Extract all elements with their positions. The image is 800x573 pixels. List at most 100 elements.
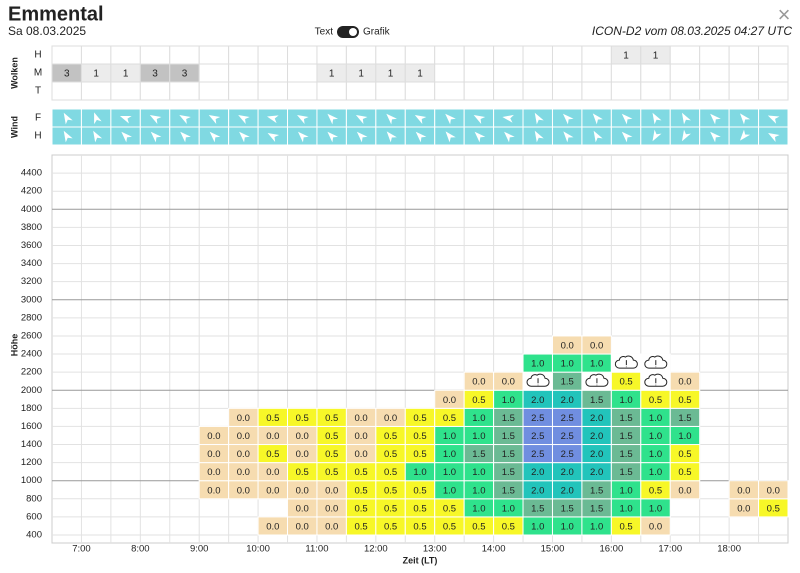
wind-label: Wind xyxy=(9,116,19,138)
heat-value: 1.0 xyxy=(649,503,662,514)
cloud-icon xyxy=(526,373,550,387)
heat-value: 0.5 xyxy=(649,395,662,406)
x-tick-label: 7:00 xyxy=(72,544,91,555)
heat-value: 2.0 xyxy=(531,485,544,496)
heat-value: 2.5 xyxy=(561,413,574,424)
heat-value: 1.5 xyxy=(502,485,515,496)
heat-value: 0.5 xyxy=(619,377,632,388)
heat-value: 1.0 xyxy=(472,467,485,478)
cloud-cell xyxy=(581,45,612,65)
heat-value: 0.0 xyxy=(207,449,220,460)
wind-arrow xyxy=(386,113,397,125)
heat-value: 0.0 xyxy=(590,341,603,352)
wind-arrow xyxy=(534,130,544,143)
wind-arrow xyxy=(739,129,751,141)
cloud-cell xyxy=(316,81,347,101)
heat-value: 0.0 xyxy=(296,503,309,514)
heat-cell xyxy=(758,480,789,500)
heat-value: 0.0 xyxy=(325,485,338,496)
wind-arrow xyxy=(63,112,73,125)
heat-value: 0.5 xyxy=(649,485,662,496)
plot-frame xyxy=(51,154,789,544)
x-tick-label: 18:00 xyxy=(717,544,741,555)
wind-arrow xyxy=(297,115,309,124)
y-tick-label: 3200 xyxy=(21,276,42,287)
cloud-cell xyxy=(728,63,760,83)
close-button[interactable]: × xyxy=(778,2,791,27)
heat-value: 0.0 xyxy=(237,413,250,424)
heat-value: 1.0 xyxy=(590,521,603,532)
heat-value: 0.5 xyxy=(443,503,456,514)
wind-arrow xyxy=(179,115,191,124)
cloud-cell xyxy=(51,81,82,101)
cloud-cell xyxy=(493,81,524,101)
y-tick-label: 1600 xyxy=(21,421,42,432)
heat-value: 0.5 xyxy=(443,413,456,424)
y-tick-label: 1400 xyxy=(21,439,42,450)
cloud-cell xyxy=(110,81,141,101)
y-tick-label: 3800 xyxy=(21,222,42,233)
cloud-cell xyxy=(228,63,259,83)
x-tick-label: 8:00 xyxy=(131,544,150,555)
heat-value: 2.5 xyxy=(531,431,544,442)
y-tick-label: 2600 xyxy=(21,330,42,341)
cloud-row-label: H xyxy=(34,50,41,61)
wind-arrow xyxy=(238,115,250,124)
heat-value: 0.0 xyxy=(237,449,250,460)
x-tick-label: 10:00 xyxy=(246,544,270,555)
heat-value: 1.0 xyxy=(678,431,691,442)
heat-value: 0.5 xyxy=(678,449,691,460)
y-tick-label: 3600 xyxy=(21,240,42,251)
height-label: Höhe xyxy=(9,334,19,357)
heat-value: 2.0 xyxy=(561,485,574,496)
wind-arrow xyxy=(180,131,191,143)
wind-arrow xyxy=(710,131,721,143)
heat-value: 0.5 xyxy=(325,431,338,442)
cloud-value: 1 xyxy=(358,69,364,80)
heat-value: 1.0 xyxy=(472,503,485,514)
cloud-cell xyxy=(287,63,318,83)
wind-arrow xyxy=(94,112,102,125)
heat-value: 0.0 xyxy=(355,449,368,460)
date: Sa 08.03.2025 xyxy=(8,24,86,38)
cloud-cell xyxy=(80,81,112,101)
heat-value: 0.0 xyxy=(296,521,309,532)
heat-value: 1.0 xyxy=(649,449,662,460)
wind-arrow xyxy=(415,131,427,143)
heat-value: 1.0 xyxy=(590,359,603,370)
heat-value: 2.5 xyxy=(531,449,544,460)
heat-value: 1.0 xyxy=(619,485,632,496)
cloud-cell xyxy=(551,81,583,101)
cloud-cell xyxy=(522,45,553,65)
heat-value: 1.0 xyxy=(443,485,456,496)
heat-value: 0.5 xyxy=(296,413,309,424)
cloud-cell xyxy=(728,81,760,101)
cloud-cell xyxy=(522,63,553,83)
heat-value: 0.0 xyxy=(355,431,368,442)
wind-arrow xyxy=(739,113,751,125)
heat-value: 0.5 xyxy=(384,521,397,532)
toggle-grafik[interactable]: Grafik xyxy=(363,27,391,38)
cloud-cell xyxy=(551,45,583,65)
heat-value: 1.5 xyxy=(619,413,632,424)
heat-value: 1.5 xyxy=(619,431,632,442)
cloud-cell xyxy=(375,45,406,65)
wind-arrow xyxy=(327,113,339,125)
heat-value: 1.5 xyxy=(502,413,515,424)
heat-value: 0.0 xyxy=(237,431,250,442)
cloud-value: 1 xyxy=(329,69,335,80)
heat-value: 1.0 xyxy=(472,413,485,424)
wind-arrow xyxy=(267,133,280,142)
toggle-text[interactable]: Text xyxy=(315,27,334,38)
cloud-cell xyxy=(80,45,112,65)
wind-arrow xyxy=(592,113,603,125)
heat-value: 0.5 xyxy=(413,485,426,496)
cloud-cell xyxy=(404,45,436,65)
wind-arrow xyxy=(681,129,691,142)
y-tick-label: 2000 xyxy=(21,385,42,396)
cloud-icon xyxy=(644,373,668,387)
y-tick-label: 600 xyxy=(26,511,42,522)
cloud-icon xyxy=(644,355,668,369)
wind-arrow xyxy=(209,131,221,143)
y-tick-label: 3000 xyxy=(21,294,42,305)
